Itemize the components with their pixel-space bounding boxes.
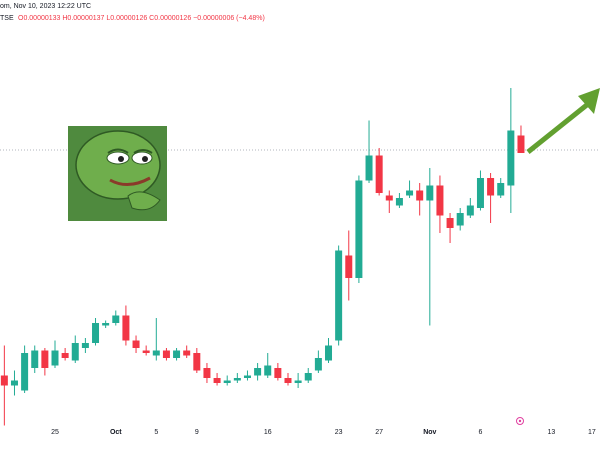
candle-body [517,135,525,153]
candle-body [345,255,353,278]
x-tick-label: 25 [51,429,59,436]
x-tick-label: Oct [110,429,122,436]
candle-body [466,205,474,216]
candle-body [132,340,140,348]
candle-body [102,323,110,326]
x-tick-label: 17 [588,429,596,436]
candle-body [395,198,403,206]
candle-body [31,350,39,368]
header-line: om, Nov 10, 2023 12:22 UTC [0,3,91,10]
candle-body [446,218,454,228]
candle-body [284,378,292,383]
candle-body [213,378,221,383]
candle-body [233,378,241,381]
candle-body [304,373,312,381]
x-tick-label: Nov [423,429,436,436]
candle-body [274,368,282,378]
x-tick-label: 5 [154,429,158,436]
symbol: TSE [0,15,14,22]
candle-body [335,250,343,341]
candle-body [406,190,414,196]
x-tick-label: 13 [547,429,555,436]
candle-body [152,350,160,356]
candle-body [264,365,272,376]
candle-body [375,155,383,193]
candle-body [122,315,130,341]
candle-body [476,178,484,208]
candle-body [355,180,363,278]
candle-body [426,185,434,201]
candle-body [223,380,231,383]
candle-body [254,368,262,376]
candle-body [61,353,69,358]
candle-body [416,190,424,201]
candle-body [385,195,393,201]
candle-body [436,185,444,216]
candle-body [243,375,251,378]
ohlc: O0.00000133 H0.00000137 L0.00000126 C0.0… [18,15,265,22]
candle-body [487,178,495,196]
candle-body [21,353,29,391]
candle-body [162,350,170,358]
candle-body [193,353,201,371]
candle-body [325,345,333,361]
event-marker-dot [518,419,522,423]
candle-body [142,350,150,353]
candle-body [365,155,373,181]
candle-body [173,350,181,358]
pepe-image [68,126,167,221]
x-tick-label: 27 [375,429,383,436]
candle-body [81,343,89,348]
candle-body [314,358,322,371]
candle-body [183,350,191,356]
candle-body [456,213,464,226]
candle-body [203,368,211,378]
x-tick-label: 6 [479,429,483,436]
candle-body [294,380,302,383]
candle-body [497,183,505,196]
x-tick-label: 9 [195,429,199,436]
candle-body [51,350,59,366]
event-marker [516,417,524,425]
candle-body [92,323,100,343]
arrow [526,88,600,154]
candle-body [0,375,8,386]
candle-body [10,380,18,386]
candle-body [112,315,120,323]
x-tick-label: 16 [264,429,272,436]
candle-body [41,350,49,368]
candle-body [71,343,79,361]
candle-body [507,130,515,186]
x-tick-label: 23 [335,429,343,436]
